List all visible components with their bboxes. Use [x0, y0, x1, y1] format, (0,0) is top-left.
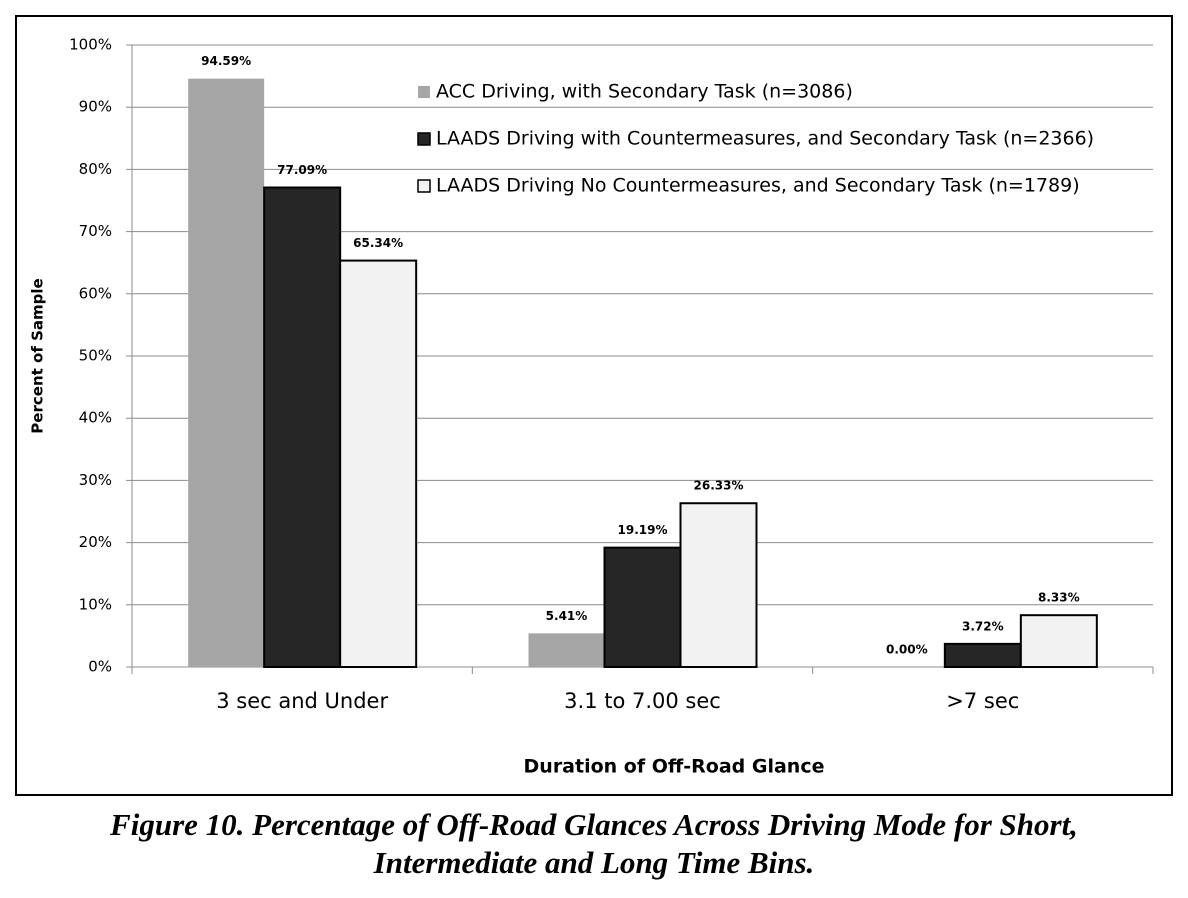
y-tick-label: 0%: [88, 658, 112, 676]
legend-swatch: [418, 86, 430, 98]
legend-swatch: [417, 179, 431, 193]
y-tick-label: 20%: [79, 533, 112, 551]
value-label: 19.19%: [618, 523, 668, 537]
legend-label: LAADS Driving No Countermeasures, and Se…: [436, 175, 1080, 197]
value-label: 3.72%: [962, 619, 1004, 633]
bar: [679, 502, 758, 668]
value-label: 5.41%: [546, 609, 588, 623]
bar: [188, 78, 265, 667]
value-label: 0.00%: [886, 643, 928, 657]
bar: [943, 642, 1022, 668]
value-label: 77.09%: [277, 163, 327, 177]
x-tick-label: 3.1 to 7.00 sec: [564, 689, 721, 713]
bar: [528, 633, 605, 667]
x-axis-title: Duration of Off-Road Glance: [524, 756, 825, 778]
bar: [603, 546, 682, 668]
legend-label: ACC Driving, with Secondary Task (n=3086…: [436, 81, 853, 103]
y-tick-label: 60%: [79, 284, 112, 302]
value-label: 8.33%: [1038, 591, 1080, 605]
y-tick-label: 10%: [79, 595, 112, 613]
x-tick-label: 3 sec and Under: [216, 689, 388, 713]
y-tick-label: 100%: [69, 36, 112, 54]
y-axis-title: Percent of Sample: [29, 278, 47, 433]
y-tick-label: 30%: [79, 471, 112, 489]
x-tick-label: >7 sec: [946, 689, 1019, 713]
bar: [339, 259, 418, 668]
caption: Figure 10. Percentage of Off-Road Glance…: [109, 807, 1078, 842]
y-tick-label: 80%: [79, 160, 112, 178]
y-tick-label: 40%: [79, 409, 112, 427]
value-label: 26.33%: [694, 479, 744, 493]
bar: [1019, 614, 1098, 668]
legend-label: LAADS Driving with Countermeasures, and …: [436, 128, 1094, 150]
bar: [263, 186, 342, 668]
value-label: 65.34%: [353, 236, 403, 250]
y-tick-label: 50%: [79, 347, 112, 365]
y-tick-label: 90%: [79, 98, 112, 116]
value-label: 94.59%: [201, 54, 251, 68]
y-tick-label: 70%: [79, 222, 112, 240]
legend-swatch: [417, 132, 431, 146]
caption: Intermediate and Long Time Bins.: [373, 845, 815, 880]
